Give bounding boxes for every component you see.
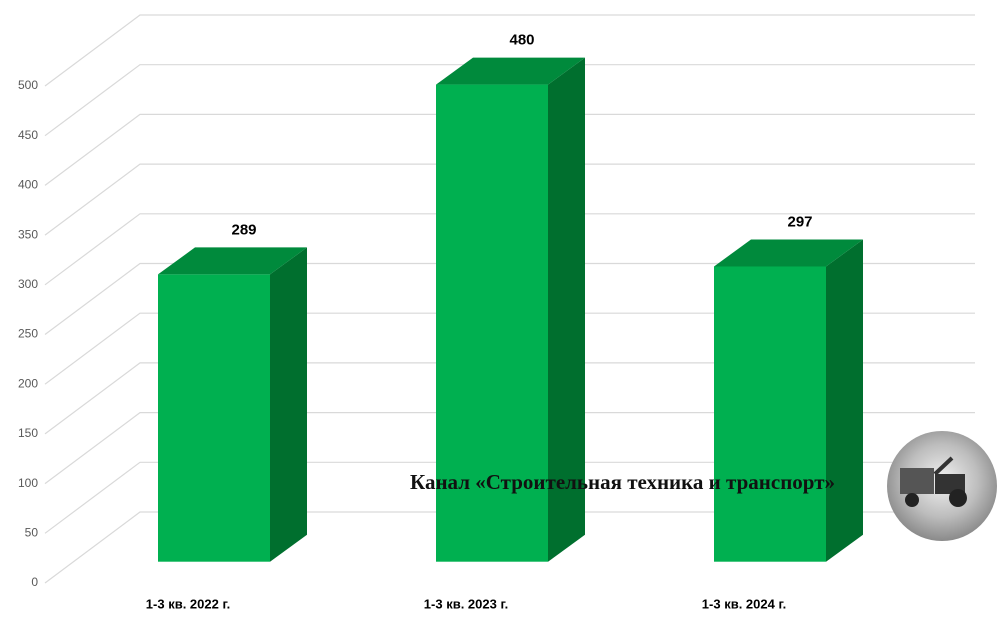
y-tick-label: 450 <box>18 128 38 142</box>
grid-line <box>44 113 975 186</box>
value-label: 480 <box>509 32 534 49</box>
grid-line <box>44 511 975 584</box>
bar-side <box>270 247 307 562</box>
bar <box>714 266 826 562</box>
watermark-text: Канал «Строительная техника и транспорт» <box>410 470 835 494</box>
bar-side <box>548 57 585 562</box>
grid-line <box>44 14 975 87</box>
grid-line <box>44 163 975 236</box>
bar <box>436 84 548 562</box>
grid-line <box>44 262 975 335</box>
x-tick-label: 1-3 кв. 2024 г. <box>702 596 786 611</box>
grid-line <box>44 64 975 137</box>
y-tick-label: 250 <box>18 327 38 341</box>
bar-top <box>436 57 585 85</box>
y-tick-label: 400 <box>18 178 38 192</box>
y-tick-label: 200 <box>18 376 38 390</box>
y-tick-label: 100 <box>18 476 38 490</box>
watermark-logo <box>887 431 997 541</box>
y-tick-label: 500 <box>18 78 38 92</box>
bar <box>158 274 270 562</box>
y-tick-label: 350 <box>18 227 38 241</box>
y-tick-label: 300 <box>18 277 38 291</box>
y-tick-label: 0 <box>31 575 38 589</box>
value-label: 297 <box>787 213 812 230</box>
y-tick-label: 50 <box>25 525 39 539</box>
grid-line <box>44 213 975 286</box>
grid-line <box>44 412 975 485</box>
bar-top <box>714 239 863 267</box>
bar-side <box>826 239 863 562</box>
value-label: 289 <box>231 221 256 238</box>
bar-top <box>158 247 307 275</box>
y-tick-label: 150 <box>18 426 38 440</box>
x-tick-label: 1-3 кв. 2022 г. <box>146 596 230 611</box>
grid-line <box>44 461 975 534</box>
grid-line <box>44 362 975 435</box>
grid-line <box>44 312 975 385</box>
x-tick-label: 1-3 кв. 2023 г. <box>424 596 508 611</box>
